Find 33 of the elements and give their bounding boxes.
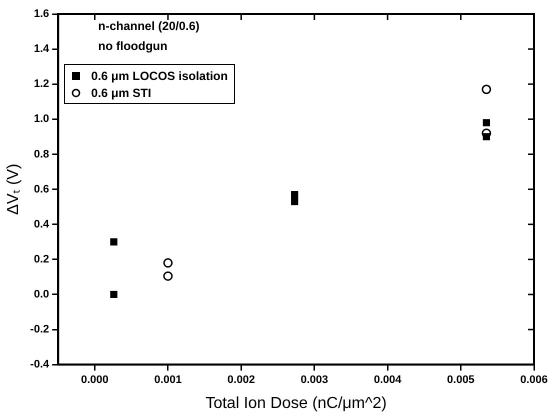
point bbox=[163, 271, 173, 281]
y-tick-label: -0.2 bbox=[30, 324, 50, 336]
y-tick-label: 0.0 bbox=[34, 288, 50, 301]
x-tick-label: 0.006 bbox=[520, 374, 548, 386]
y-tick-label: 0.6 bbox=[34, 183, 50, 196]
y-tick-label: 1.0 bbox=[34, 113, 50, 126]
y-axis-title: ΔVₜ (V) bbox=[5, 164, 22, 215]
legend-label: 0.6 μm STI bbox=[91, 86, 152, 100]
y-tick-label: 0.2 bbox=[34, 253, 50, 266]
x-axis-title: Total Ion Dose (nC/μm^2) bbox=[205, 394, 387, 412]
y-tick-label: 1.2 bbox=[34, 78, 50, 90]
y-tick-label: 1.4 bbox=[34, 43, 50, 56]
y-tick-label: -0.4 bbox=[30, 358, 50, 371]
annotation: n-channel (20/0.6) bbox=[98, 18, 200, 35]
y-tick-label: 1.6 bbox=[34, 8, 50, 20]
x-tick-label: 0.001 bbox=[154, 374, 182, 386]
point bbox=[110, 238, 118, 246]
point bbox=[110, 290, 118, 298]
point bbox=[291, 198, 298, 206]
point bbox=[163, 258, 173, 268]
x-tick-label: 0.003 bbox=[300, 374, 328, 386]
x-tick-label: 0.005 bbox=[447, 374, 475, 386]
legend-label: 0.6 μm LOCOS isolation bbox=[91, 68, 228, 82]
x-tick-label: 0.000 bbox=[80, 374, 109, 386]
y-tick-label: 0.4 bbox=[34, 218, 50, 230]
y-tick-label: 0.8 bbox=[34, 148, 50, 160]
point bbox=[482, 84, 492, 94]
x-tick-label: 0.004 bbox=[374, 374, 402, 386]
point bbox=[482, 133, 490, 140]
annotation: no floodgun bbox=[98, 38, 168, 55]
point bbox=[482, 119, 490, 126]
x-tick-label: 0.002 bbox=[227, 374, 255, 386]
point bbox=[291, 190, 298, 198]
